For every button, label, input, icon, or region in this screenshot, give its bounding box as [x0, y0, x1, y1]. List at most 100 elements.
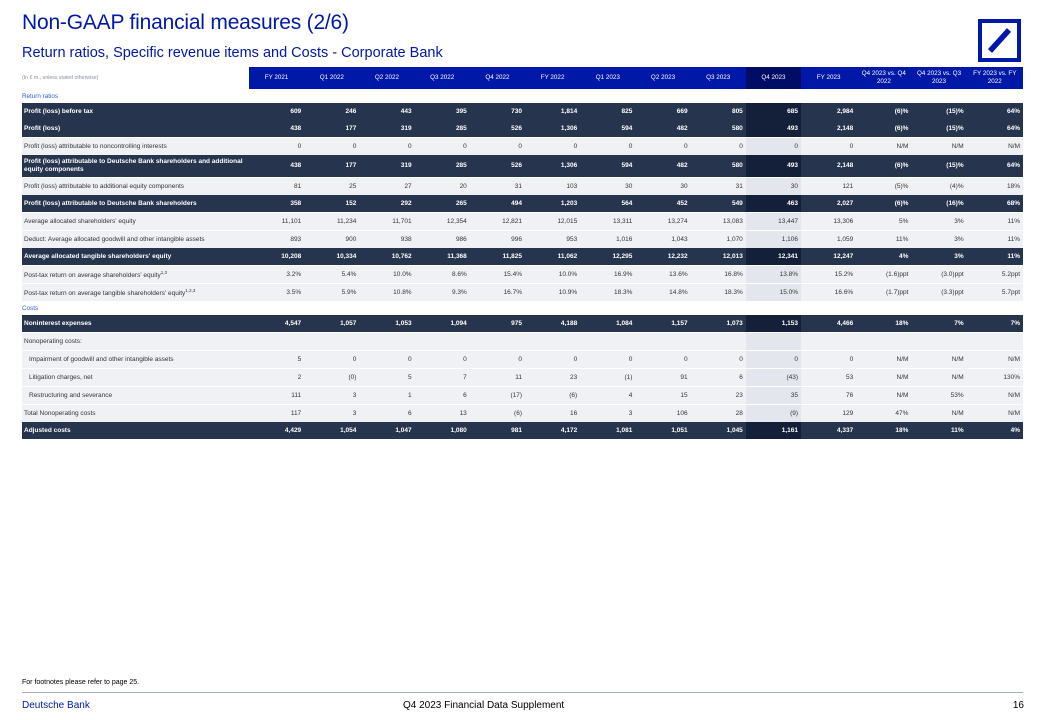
table-cell: 4%	[856, 248, 912, 266]
table-cell: 64%	[966, 155, 1023, 178]
table-cell	[304, 332, 360, 351]
table-cell: N/M	[856, 386, 912, 405]
table-cell: 3.2%	[248, 265, 305, 284]
section-costs: Costs	[22, 301, 1023, 315]
table-cell: 7%	[911, 315, 967, 333]
table-cell: 482	[635, 120, 691, 138]
table-cell: 11%	[966, 212, 1023, 231]
table-cell: 13,311	[580, 212, 636, 231]
table-cell: 10,762	[359, 248, 415, 266]
row-label-text: Deduct: Average allocated goodwill and o…	[24, 236, 205, 243]
table-row: Litigation charges, net 2 (0) 5 7 11 23 (1) 91 6(…	[22, 368, 1023, 387]
table-cell: 20	[414, 177, 470, 195]
table-cell: 18.3%	[690, 283, 746, 301]
table-cell: 1,051	[635, 422, 691, 439]
table-cell: 10,208	[248, 248, 305, 266]
column-header: Q1 2022	[304, 67, 360, 89]
table-cell: 1,080	[414, 422, 470, 439]
table-cell: 7	[414, 368, 470, 387]
table-cell: 1,043	[635, 230, 691, 248]
table-cell: 152	[304, 195, 360, 213]
row-label: Profit (loss) attributable to Deutsche B…	[22, 195, 249, 213]
table-cell	[469, 332, 525, 351]
table-cell: 0	[359, 137, 415, 155]
column-header: Q3 2022	[414, 67, 470, 89]
column-header: Q4 2023	[745, 67, 802, 89]
table-row: Profit (loss) before tax 609 246 443 395 730 1…	[22, 103, 1023, 120]
row-label-text: Restructuring and severance	[29, 392, 113, 399]
row-label-text: Nonoperating costs:	[24, 338, 82, 345]
table-cell: 30	[635, 177, 691, 195]
table-cell: 64%	[966, 103, 1023, 120]
table-header-row: (In € m., unless stated otherwise) FY 20…	[22, 67, 1023, 89]
table-cell: 893	[248, 230, 305, 248]
table-cell: 64%	[966, 120, 1023, 138]
table-cell: (6)%	[856, 103, 912, 120]
row-label: Impairment of goodwill and other intangi…	[22, 350, 249, 369]
table-cell: 1,157	[635, 315, 691, 333]
table-cell: N/M	[966, 404, 1023, 422]
table-cell: 0	[359, 350, 415, 369]
table-cell: 285	[414, 155, 470, 178]
table-cell: 18%	[856, 422, 912, 439]
row-label-text: Average allocated shareholders' equity	[24, 218, 136, 225]
row-label-text: Profit (loss)	[24, 125, 61, 132]
table-cell: 285	[414, 120, 470, 138]
table-cell: N/M	[856, 350, 912, 369]
row-label: Post-tax return on average shareholders'…	[22, 265, 249, 284]
table-cell: 13	[414, 404, 470, 422]
table-row: Adjusted costs 4,429 1,054 1,047 1,080 981 4,1…	[22, 422, 1023, 439]
table-cell: (3.0)ppt	[911, 265, 967, 284]
table-cell: 938	[359, 230, 415, 248]
table-cell: 11,234	[304, 212, 360, 231]
table-cell: 526	[469, 155, 525, 178]
table-cell: 16.7%	[469, 283, 525, 301]
footer-document-title: Q4 2023 Financial Data Supplement	[403, 700, 565, 711]
table-cell: 12,247	[801, 248, 857, 266]
table-cell: 1,047	[359, 422, 415, 439]
table-cell: 117	[248, 404, 305, 422]
table-cell: 106	[635, 404, 691, 422]
table-cell: 1,054	[304, 422, 360, 439]
column-header: Q1 2023	[580, 67, 636, 89]
table-cell: 11,101	[248, 212, 305, 231]
table-cell: 129	[801, 404, 857, 422]
footnote: For footnotes please refer to page 25.	[22, 679, 140, 686]
column-header: Q4 2023 vs. Q3 2023	[911, 67, 967, 89]
table-cell: 4,188	[525, 315, 581, 333]
table-cell: 8.6%	[414, 265, 470, 284]
row-label-text: Noninterest expenses	[24, 320, 92, 327]
table-cell: N/M	[856, 137, 912, 155]
table-cell	[635, 332, 691, 351]
table-cell: 0	[580, 350, 636, 369]
table-cell: 438	[248, 155, 305, 178]
financial-table: (In € m., unless stated otherwise) FY 20…	[22, 67, 1023, 439]
table-cell	[745, 332, 802, 351]
table-cell	[911, 332, 967, 351]
table-cell: 3%	[911, 212, 967, 231]
table-row: Noninterest expenses 4,547 1,057 1,053 1,094…	[22, 315, 1023, 333]
table-cell: 13,274	[635, 212, 691, 231]
row-label-text: Post-tax return on average tangible shar…	[24, 290, 186, 298]
column-header: Q3 2023	[690, 67, 746, 89]
row-label: Average allocated tangible shareholders'…	[22, 248, 249, 266]
table-cell: 5	[359, 368, 415, 387]
table-cell: 15.2%	[801, 265, 857, 284]
section-label: Return ratios	[22, 92, 59, 100]
table-cell: 319	[359, 120, 415, 138]
table-cell: 6	[359, 404, 415, 422]
table-cell: 53	[801, 368, 857, 387]
table-cell: 0	[635, 137, 691, 155]
table-cell: 111	[248, 386, 305, 405]
table-row: Average allocated tangible shareholders'…	[22, 248, 1023, 266]
table-row: Post-tax return on average tangible shar…	[22, 283, 1023, 301]
table-cell: 18%	[856, 315, 912, 333]
table-cell: 11%	[966, 230, 1023, 248]
table-cell: 1,070	[690, 230, 746, 248]
table-cell: 16.8%	[690, 265, 746, 284]
table-cell: 0	[801, 350, 857, 369]
table-cell: 76	[801, 386, 857, 405]
table-cell: 0	[580, 137, 636, 155]
table-cell: N/M	[911, 350, 967, 369]
table-cell	[359, 332, 415, 351]
